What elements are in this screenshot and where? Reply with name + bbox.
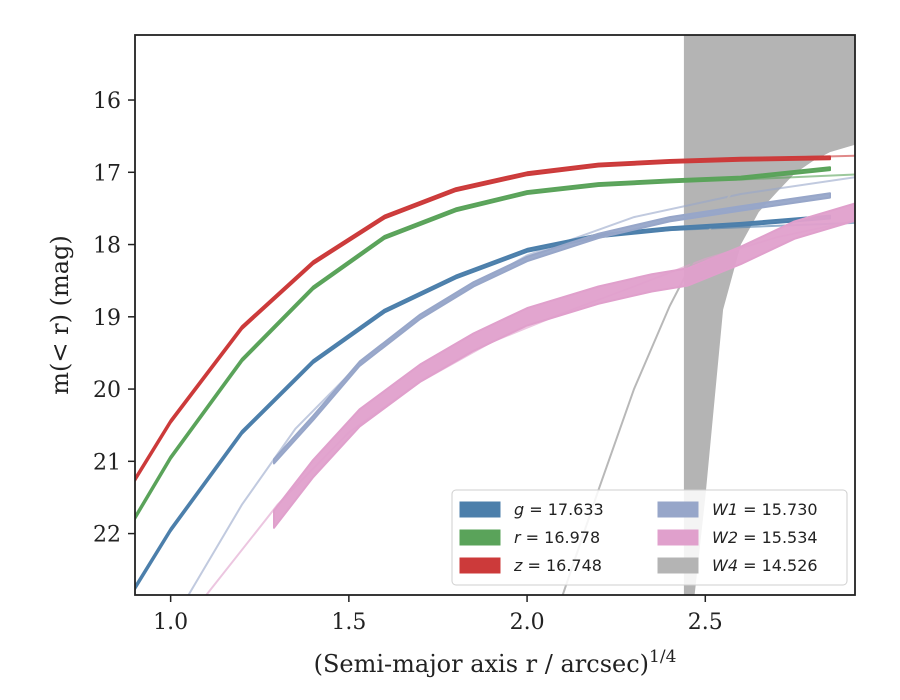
y-tick-label: 17	[93, 161, 121, 186]
legend-swatch-z	[459, 557, 501, 574]
legend-label-W2: W2 = 15.534	[712, 528, 818, 547]
legend-swatch-g	[459, 501, 501, 518]
series-W4-model-line	[561, 66, 855, 595]
legend-swatch-r	[459, 529, 501, 546]
x-tick-label: 2.5	[688, 610, 723, 635]
legend-swatch-W2	[657, 529, 699, 546]
plot-area	[135, 35, 855, 595]
legend-label-g: g = 17.633	[514, 500, 604, 519]
series-r-band	[135, 166, 831, 521]
legend-label-r: r = 16.978	[514, 528, 600, 547]
series-W1-band	[273, 192, 831, 465]
series-W4-area	[683, 35, 855, 595]
y-tick-label: 19	[93, 306, 121, 331]
legend-swatch-W1	[657, 501, 699, 518]
legend-swatch-W4	[657, 557, 699, 574]
y-tick-label: 21	[93, 450, 121, 475]
x-tick-label: 1.5	[331, 610, 366, 635]
legend-label-W4: W4 = 14.526	[712, 556, 818, 575]
y-tick-label: 20	[93, 378, 121, 403]
legend: g = 17.633 r = 16.978 z = 16.748 W1 = 15.73…	[451, 489, 848, 586]
plot-frame	[134, 34, 856, 596]
x-tick-label: 1.0	[153, 610, 188, 635]
legend-box	[451, 489, 848, 586]
y-tick-label: 18	[93, 234, 121, 259]
axes: 1.0 1.5 2.0 2.5 16 17 18 19 20 21 22 (Semi-major ax…	[46, 34, 856, 678]
x-tick-label: 2.0	[510, 610, 545, 635]
y-tick-label: 22	[93, 523, 121, 548]
y-axis-label: m(< r) (mag)	[46, 235, 74, 394]
legend-label-W1: W1 = 15.730	[712, 500, 818, 519]
series-z-band	[135, 155, 831, 482]
y-tick-label: 16	[93, 89, 121, 114]
series-W2-band	[273, 202, 855, 529]
legend-label-z: z = 16.748	[513, 556, 602, 575]
x-axis-label: (Semi-major axis r / arcsec)1/4	[314, 647, 677, 678]
